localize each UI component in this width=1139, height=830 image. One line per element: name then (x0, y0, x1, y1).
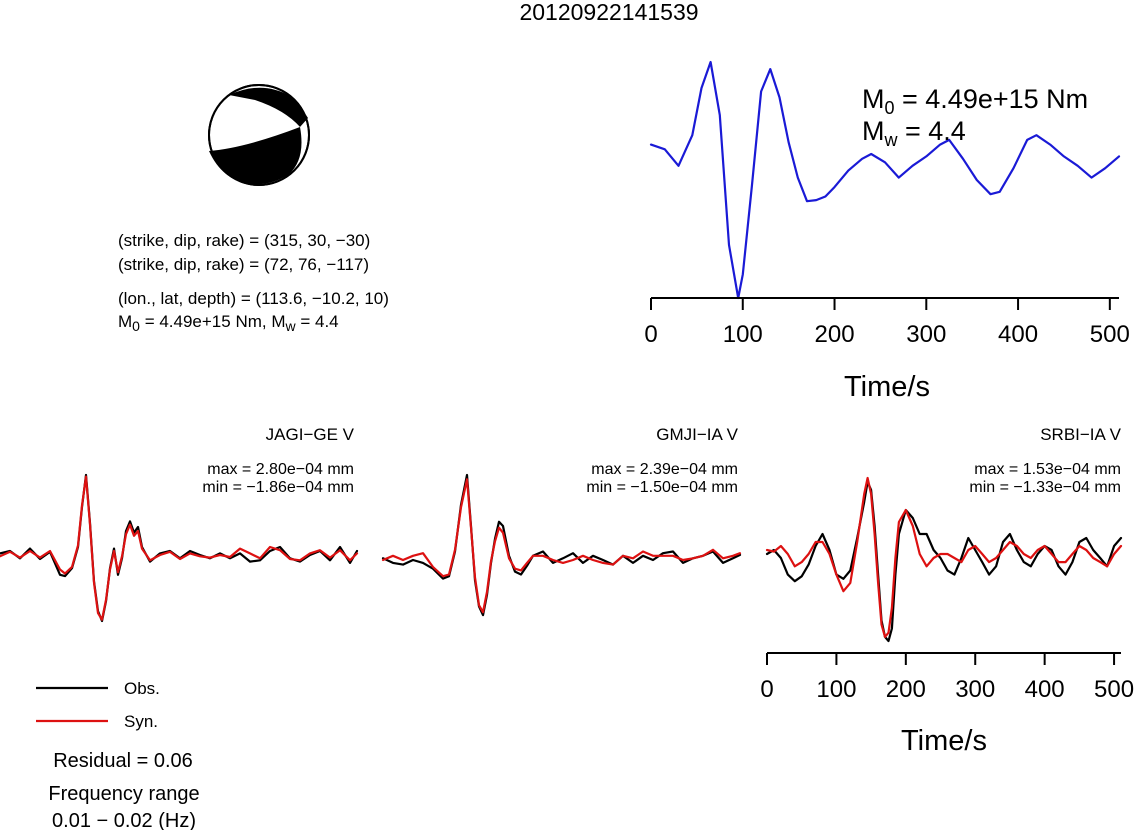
focal-mechanism-beachball (208, 84, 310, 186)
legend-obs-label: Obs. (124, 679, 160, 698)
station-panel-gmji: GMJI−IA V max = 2.39e−04 mm min = −1.50e… (381, 425, 742, 617)
compressional-quadrant-upper (229, 87, 308, 127)
waveform-x-axis: 0 100 200 300 400 500 (760, 652, 1134, 703)
station-min: min = −1.50e−04 mm (586, 479, 738, 496)
syn-trace (381, 478, 742, 614)
syn-trace (0, 475, 359, 621)
compressional-quadrant-lower (209, 127, 302, 185)
nodal-plane-1: (strike, dip, rake) = (315, 30, −30) (118, 231, 370, 250)
station-min: min = −1.86e−04 mm (202, 479, 354, 496)
waveform-tick-label: 300 (955, 676, 995, 703)
station-panel-jagi: JAGI−GE V max = 2.80e−04 mm min = −1.86e… (0, 425, 359, 623)
waveform-tick-label: 500 (1094, 676, 1134, 703)
stf-tick-label: 400 (998, 321, 1038, 348)
stf-mw-label: Mw = 4.4 (862, 116, 966, 150)
station-name: JAGI−GE V (266, 425, 355, 444)
syn-trace (765, 476, 1123, 638)
stf-tick-label: 300 (906, 321, 946, 348)
residual-text: Residual = 0.06 (53, 750, 193, 772)
stf-line (649, 60, 1121, 300)
nodal-plane-2: (strike, dip, rake) = (72, 76, −117) (118, 255, 369, 274)
waveform-tick-label: 400 (1025, 676, 1065, 703)
waveform-tick-label: 100 (816, 676, 856, 703)
obs-trace (765, 480, 1123, 643)
station-min: min = −1.33e−04 mm (969, 479, 1121, 496)
stf-tick-label: 200 (815, 321, 855, 348)
legend: Obs. Syn. Residual = 0.06 Frequency rang… (36, 679, 200, 830)
stf-tick-label: 100 (723, 321, 763, 348)
station-panel-srbi: SRBI−IA V max = 1.53e−04 mm min = −1.33e… (760, 425, 1134, 757)
waveform-tick-label: 200 (886, 676, 926, 703)
station-max: max = 2.80e−04 mm (207, 461, 354, 478)
station-max: max = 2.39e−04 mm (591, 461, 738, 478)
frequency-range-label: Frequency range (48, 783, 199, 805)
obs-trace (381, 473, 742, 617)
stf-tick-label: 500 (1090, 321, 1130, 348)
station-max: max = 1.53e−04 mm (974, 461, 1121, 478)
figure-title: 20120922141539 (519, 0, 698, 25)
legend-syn-label: Syn. (124, 712, 158, 731)
frequency-range-value: 0.01 − 0.02 (Hz) (52, 810, 196, 830)
info-block: (strike, dip, rake) = (315, 30, −30) (st… (118, 231, 389, 334)
obs-trace (0, 473, 359, 623)
waveform-x-axis-label: Time/s (901, 725, 987, 757)
stf-m0-label: M0 = 4.49e+15 Nm (862, 84, 1088, 118)
station-name: SRBI−IA V (1040, 425, 1121, 444)
waveform-tick-label: 0 (760, 676, 773, 703)
stf-tick-label: 0 (644, 321, 657, 348)
station-name: GMJI−IA V (656, 425, 738, 444)
moment-summary: M0 = 4.49e+15 Nm, Mw = 4.4 (118, 312, 339, 334)
stf-panel: M0 = 4.49e+15 Nm Mw = 4.4 0 100 200 300 400 5… (644, 60, 1130, 403)
hypocenter-location: (lon., lat, depth) = (113.6, −10.2, 10) (118, 289, 389, 308)
stf-x-axis-label: Time/s (844, 371, 930, 403)
stf-x-axis: 0 100 200 300 400 500 (644, 297, 1130, 348)
